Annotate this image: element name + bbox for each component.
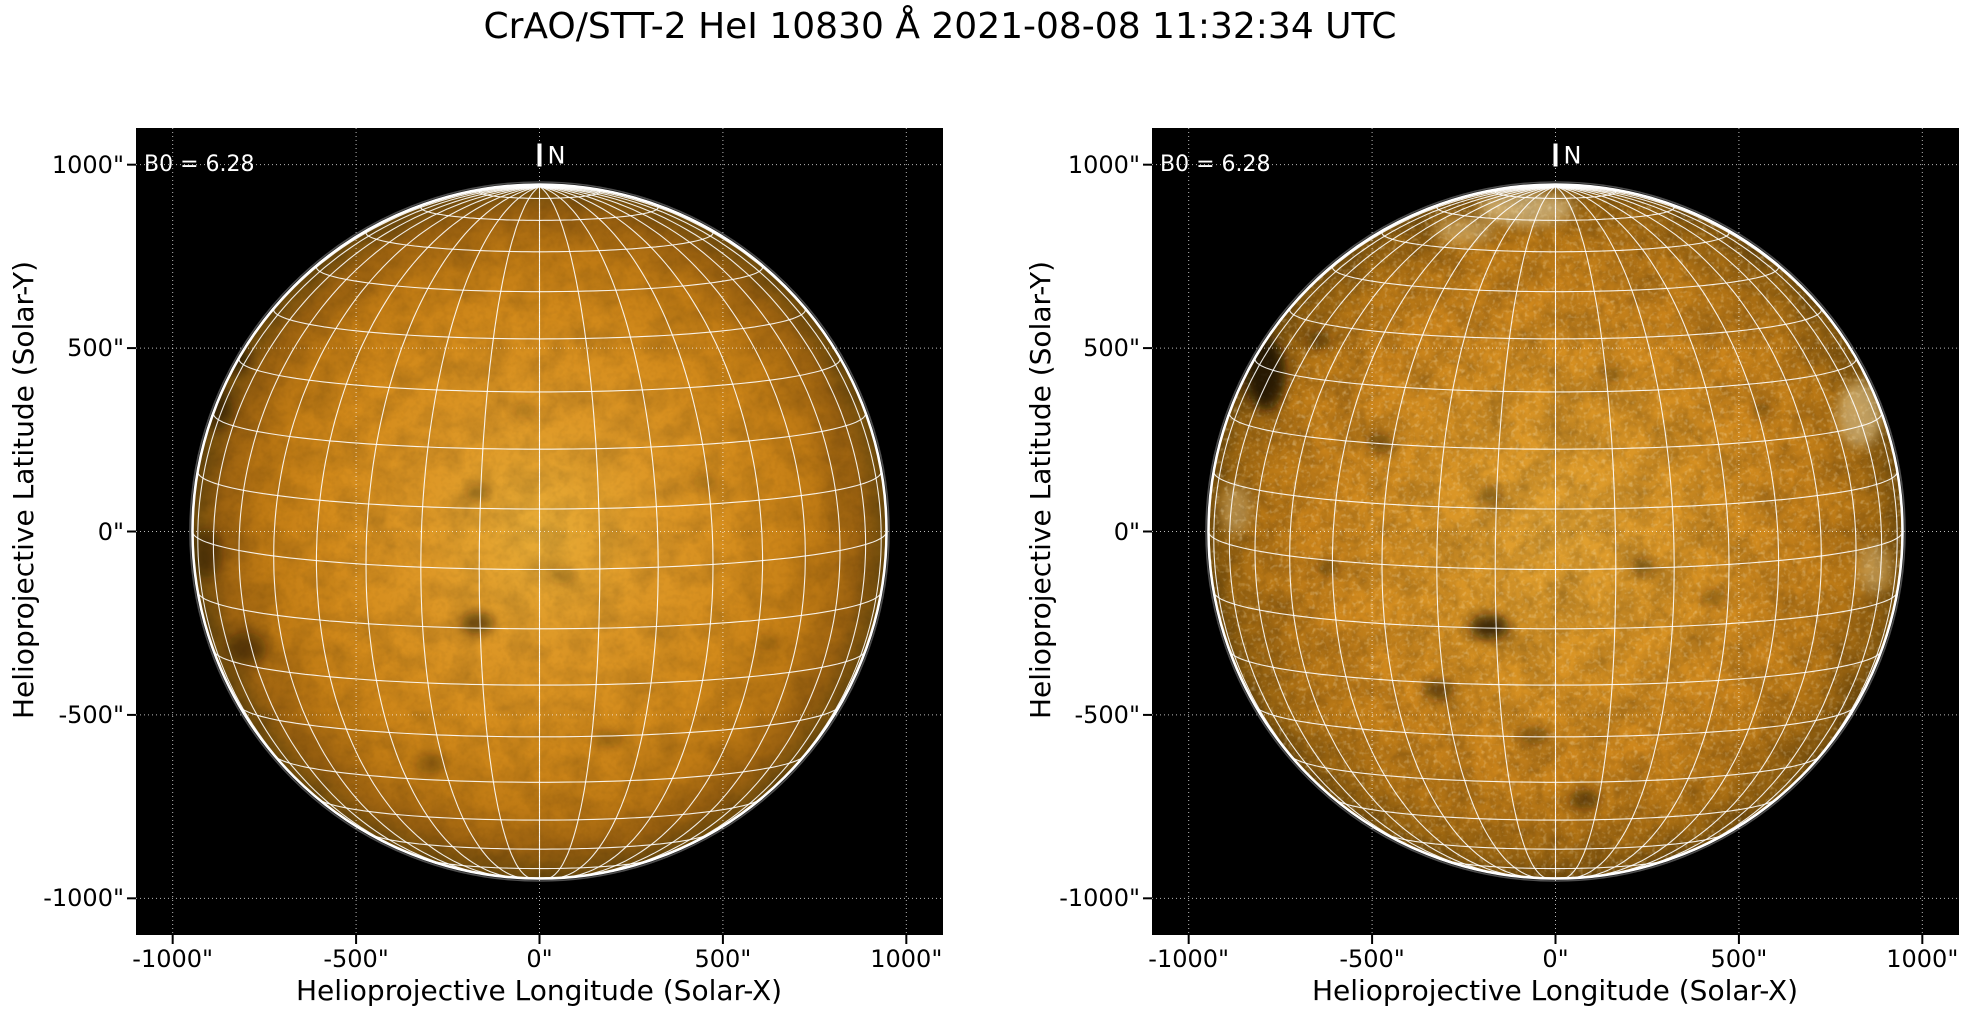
solar-disk-svg-right-disk: N B0 = 6.28 [1143, 128, 1959, 944]
x-tick-label: 0" [1542, 945, 1569, 973]
x-tick-label: 0" [526, 945, 553, 973]
north-label: N [548, 141, 566, 169]
solar-panel-left: N B0 = 6.28 [127, 128, 943, 944]
north-label: N [1564, 141, 1582, 169]
north-tick-marker [1553, 143, 1558, 167]
x-axis-label-left: Helioprojective Longitude (Solar-X) [295, 974, 783, 1007]
dark-absorption-feature [1700, 589, 1727, 606]
dark-absorption-feature [548, 567, 575, 584]
y-tick-label: 0" [97, 517, 124, 546]
x-tick-label: 500" [694, 945, 752, 973]
bright-plage-feature [1837, 381, 1882, 448]
y-tick-label: -1000" [43, 884, 124, 913]
dark-absorption-feature [513, 403, 536, 418]
x-tick-label: 1000" [1886, 945, 1959, 973]
solar-disk-svg-left-disk: N B0 = 6.28 [127, 128, 943, 944]
dark-absorption-feature [461, 612, 495, 634]
dark-absorption-feature [1316, 560, 1340, 577]
dark-absorption-feature [414, 755, 445, 774]
y-tick-label: -1000" [1059, 884, 1140, 913]
limb-outer-glow [1205, 181, 1906, 882]
x-tick-label: -1000" [1148, 945, 1230, 973]
bright-plage-feature [1221, 483, 1252, 536]
bright-plage-feature [1858, 542, 1892, 594]
dark-absorption-feature [1469, 614, 1510, 640]
y-axis-label-left: Helioprojective Latitude (Solar-Y) [7, 260, 40, 720]
b0-annotation: B0 = 6.28 [144, 152, 255, 177]
x-tick-label: -500" [1339, 945, 1405, 973]
dark-absorption-feature [466, 485, 489, 501]
y-tick-label: 1000" [51, 150, 124, 179]
axis-tick-marks [1143, 163, 1924, 944]
x-tick-label: 500" [1710, 945, 1768, 973]
y-tick-label: -500" [1074, 700, 1140, 729]
y-tick-label: 500" [67, 334, 124, 363]
dotted-gridlines [136, 128, 943, 935]
bright-plage-feature [1478, 192, 1574, 226]
dark-absorption-feature [1518, 725, 1549, 745]
dark-absorption-feature [192, 527, 223, 580]
dark-absorption-feature [1749, 403, 1772, 418]
dark-absorption-feature [1603, 366, 1626, 382]
dark-absorption-feature [755, 634, 778, 649]
y-tick-label: 0" [1113, 517, 1140, 546]
dotted-gridlines [1152, 128, 1959, 935]
y-axis-label-right: Helioprojective Latitude (Solar-Y) [1024, 260, 1057, 720]
north-tick-marker [537, 143, 542, 167]
limb-outer-glow [189, 181, 890, 882]
b0-annotation: B0 = 6.28 [1160, 152, 1271, 177]
dark-absorption-feature [1631, 559, 1656, 574]
figure-title: CrAO/STT-2 HeI 10830 Å 2021-08-08 11:32:… [483, 6, 1397, 47]
axis-tick-marks [127, 163, 908, 944]
x-tick-label: 1000" [870, 945, 943, 973]
y-tick-label: -500" [58, 700, 124, 729]
dark-absorption-feature [1568, 790, 1602, 809]
dark-absorption-feature [225, 632, 267, 666]
solar-panel-right: N B0 = 6.28 [1143, 128, 1959, 944]
y-tick-label: 500" [1083, 334, 1140, 363]
dark-absorption-feature [1477, 486, 1502, 503]
x-tick-label: -1000" [132, 945, 214, 973]
x-tick-label: -500" [323, 945, 389, 973]
dark-absorption-feature [591, 730, 623, 747]
x-axis-label-right: Helioprojective Longitude (Solar-X) [1311, 974, 1799, 1007]
dark-absorption-feature [691, 474, 718, 490]
y-tick-label: 1000" [1067, 150, 1140, 179]
dark-absorption-feature [1306, 331, 1332, 350]
